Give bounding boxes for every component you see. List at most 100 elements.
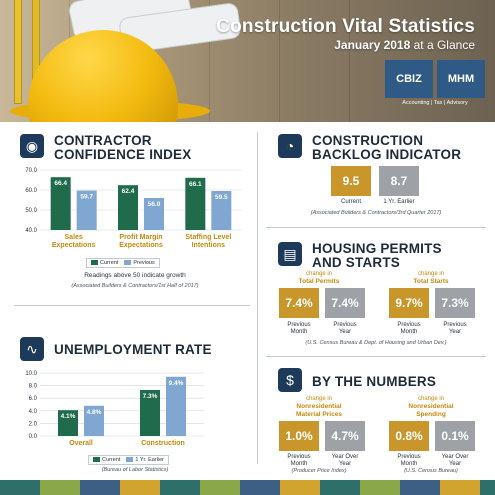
cbiz-logo: CBIZ xyxy=(385,60,433,98)
category-label: Staffing Level xyxy=(185,234,231,241)
unemployment-legend: Current 1 Yr. Earlier xyxy=(88,455,169,465)
contractor-confidence-chart: 70.060.050.040.066.459.7SalesExpectation… xyxy=(25,168,242,249)
bar-value-label: 66.4 xyxy=(54,180,67,187)
category-label: Intentions xyxy=(192,242,226,249)
bar-value-label: 4.8% xyxy=(87,409,102,416)
backlog-current-value: 9.5 xyxy=(331,166,371,196)
y-tick-label: 10.0 xyxy=(25,371,37,377)
spending-year-label: Year Over Year xyxy=(441,454,469,467)
wood-plank xyxy=(280,0,350,122)
bar-value-label: 9.4% xyxy=(169,380,184,387)
contractor-legend: Current Previous xyxy=(86,258,160,268)
dollar-icon: $ xyxy=(278,368,302,392)
footer-stripe xyxy=(0,480,495,495)
material-month-label: Previous Month xyxy=(287,454,311,467)
legend-previous: 1 Yr. Earlier xyxy=(126,457,164,463)
housing-source: (U.S. Census Bureau & Dept. of Housing a… xyxy=(305,340,447,346)
page-title: Construction Vital Statistics xyxy=(216,16,475,37)
unemployment-chart: 10.0 8.0 6.0 4.0 2.0 0.0 4.1% 4.8% Overall 7.3% 9.… xyxy=(25,371,204,447)
bar-1-yr-earlier xyxy=(166,376,186,436)
unemployment-source: (Bureau of Labor Statistics) xyxy=(101,467,169,473)
bar-current xyxy=(140,390,160,436)
numbers-title: BY THE NUMBERS xyxy=(312,374,437,389)
bar-previous xyxy=(76,190,97,230)
bar-value-label: 59.7 xyxy=(80,194,93,201)
contractor-source: (Associated Builders & Contractors/1st H… xyxy=(71,283,199,289)
housing-title: HOUSING PERMITS AND STARTS xyxy=(312,241,442,270)
bar-value-label: 56.0 xyxy=(148,201,161,208)
legend-current: Current xyxy=(93,457,120,463)
starts-header: change in Total Starts xyxy=(413,271,449,285)
bar-current xyxy=(118,185,138,230)
y-tick-label: 4.0 xyxy=(29,409,38,415)
bar-value-label: 62.4 xyxy=(122,188,135,195)
material-month-value: 1.0% xyxy=(279,421,319,451)
section-divider xyxy=(266,356,486,357)
bar-previous xyxy=(211,191,232,230)
spending-month-value: 0.8% xyxy=(389,421,429,451)
category-label: Overall xyxy=(69,440,93,447)
bar-value-label: 7.3% xyxy=(143,393,158,400)
gauge-icon: ◔ xyxy=(278,134,302,158)
starts-year-value: 7.3% xyxy=(435,288,475,318)
bar-value-label: 66.1 xyxy=(189,181,202,188)
bar-1-yr-earlier xyxy=(84,405,104,436)
logo-tagline: Accounting | Tax | Advisory xyxy=(402,100,468,106)
bar-value-label: 59.5 xyxy=(215,194,228,201)
bar-current xyxy=(50,177,71,230)
permits-month-value: 7.4% xyxy=(279,288,319,318)
backlog-current-label: Current xyxy=(340,199,361,205)
backlog-title: CONSTRUCTION BACKLOG INDICATOR xyxy=(312,133,462,162)
material-source: (Producer Price Index) xyxy=(291,468,347,474)
backlog-earlier-value: 8.7 xyxy=(379,166,419,196)
column-divider xyxy=(257,132,258,464)
spending-year-value: 0.1% xyxy=(435,421,475,451)
legend-previous: Previous xyxy=(124,260,155,266)
wood-plank xyxy=(210,0,280,122)
hardhat-icon: ◉ xyxy=(20,134,44,158)
bar-current xyxy=(185,177,206,230)
contractor-title: CONTRACTOR CONFIDENCE INDEX xyxy=(54,133,192,162)
wood-plank xyxy=(140,0,210,122)
bar-previous xyxy=(144,198,164,230)
header-banner: Construction Vital Statistics January 20… xyxy=(0,0,495,122)
material-year-label: Year Over Year xyxy=(331,454,359,467)
y-tick-label: 0.0 xyxy=(29,434,38,440)
bar-value-label: 4.1% xyxy=(61,413,76,420)
material-header: change in Nonresidential Material Prices xyxy=(296,396,342,418)
backlog-earlier-label: 1 Yr. Earlier xyxy=(383,199,415,205)
y-tick-label: 6.0 xyxy=(29,396,38,402)
category-label: Expectations xyxy=(119,242,163,249)
section-divider xyxy=(14,305,250,306)
y-tick-label: 40.0 xyxy=(25,228,37,234)
logo-group: CBIZ MHM Accounting | Tax | Advisory xyxy=(385,60,485,108)
unemployment-title: UNEMPLOYMENT RATE xyxy=(54,342,212,357)
starts-month-label: Previous Month xyxy=(397,322,421,335)
category-label: Expectations xyxy=(52,242,96,249)
spending-source: (U.S. Census Bureau) xyxy=(404,468,458,474)
permits-header: change in Total Permits xyxy=(298,271,340,285)
spending-month-label: Previous Month xyxy=(397,454,421,467)
y-tick-label: 60.0 xyxy=(25,188,37,194)
material-year-value: 4.7% xyxy=(325,421,365,451)
backlog-source: (Associated Builders & Contractors/3rd Q… xyxy=(310,210,442,216)
starts-year-label: Previous Year xyxy=(443,322,467,335)
category-label: Profit Margin xyxy=(119,234,162,241)
y-tick-label: 8.0 xyxy=(29,384,38,390)
permits-year-label: Previous Year xyxy=(333,322,357,335)
mhm-logo: MHM xyxy=(437,60,485,98)
section-divider xyxy=(266,227,486,228)
document-icon: ▤ xyxy=(278,242,302,266)
y-tick-label: 50.0 xyxy=(25,208,37,214)
starts-month-value: 9.7% xyxy=(389,288,429,318)
y-tick-label: 2.0 xyxy=(29,421,38,427)
category-label: Sales xyxy=(65,234,83,241)
permits-month-label: Previous Month xyxy=(287,322,311,335)
y-tick-label: 70.0 xyxy=(25,168,37,174)
spending-header: change in Nonresidential Spending xyxy=(408,396,454,418)
bar-current xyxy=(58,410,78,436)
category-label: Construction xyxy=(141,440,185,447)
line-chart-icon: ∿ xyxy=(20,337,44,361)
page-subtitle: January 2018 at a Glance xyxy=(334,38,475,52)
contractor-caption: Readings above 50 indicate growth xyxy=(84,272,186,279)
